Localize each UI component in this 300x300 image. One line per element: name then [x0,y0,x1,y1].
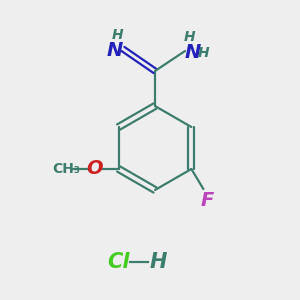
Text: F: F [201,191,214,211]
Text: H: H [184,30,196,44]
Text: H: H [112,28,124,42]
Text: N: N [185,44,201,62]
Text: N: N [107,41,123,61]
Text: CH₃: CH₃ [53,162,81,176]
Text: H: H [198,46,210,60]
Text: O: O [86,160,103,178]
Text: H: H [149,252,167,272]
Text: Cl: Cl [107,252,129,272]
